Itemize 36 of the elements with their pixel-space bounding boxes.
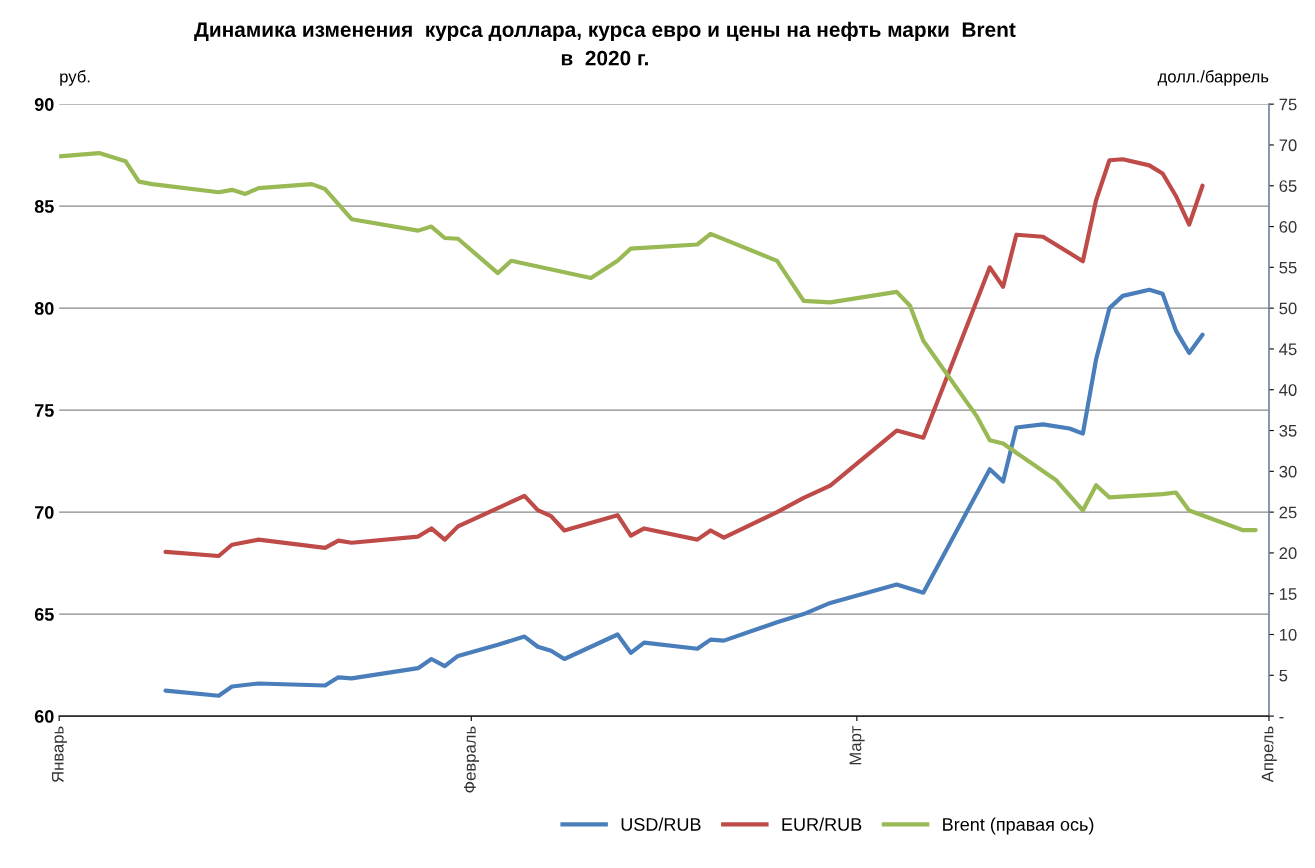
legend-label: Brent (правая ось) bbox=[943, 817, 1094, 835]
y2-tick-label: 10 bbox=[1279, 628, 1297, 641]
line-series bbox=[163, 157, 1205, 559]
y2-tick-label: 30 bbox=[1279, 465, 1297, 478]
y2-tick-label: - bbox=[1279, 717, 1284, 719]
y2-tick-label: 35 bbox=[1279, 424, 1297, 437]
chart-title: Динамика изменения курса доллара, курса евро и цены на нефть марки Brent в 2020 г. bbox=[194, 21, 1016, 66]
y-tick-label: 70 bbox=[35, 506, 54, 519]
y2-tick-label: 70 bbox=[1279, 139, 1297, 152]
line-series bbox=[59, 151, 1258, 533]
x-tick-label: Апрель bbox=[1261, 726, 1277, 783]
y-tick-label: 60 bbox=[34, 710, 54, 723]
y2-tick-label: 20 bbox=[1279, 547, 1297, 560]
y-axis-title: руб. bbox=[60, 70, 90, 86]
x-tick-label: Февраль bbox=[464, 726, 480, 793]
y2-axis-title: долл./баррель bbox=[1157, 70, 1269, 86]
y-tick-label: 80 bbox=[34, 302, 54, 315]
y2-tick-label: 65 bbox=[1279, 180, 1297, 192]
y2-tick-label: 5 bbox=[1279, 669, 1288, 682]
y2-tick-label: 55 bbox=[1279, 261, 1297, 274]
line-series bbox=[163, 287, 1205, 698]
y2-tick-label: 50 bbox=[1279, 302, 1297, 315]
legend-label: USD/RUB bbox=[621, 817, 701, 831]
legend-label: EUR/RUB bbox=[782, 817, 862, 831]
x-tick-label: Январь bbox=[52, 726, 67, 783]
y-tick-label: 75 bbox=[35, 404, 54, 417]
y2-tick-label: 75 bbox=[1279, 98, 1297, 111]
y2-tick-label: 45 bbox=[1279, 343, 1297, 356]
y2-tick-label: 60 bbox=[1279, 220, 1297, 233]
y-tick-label: 65 bbox=[34, 608, 54, 621]
y2-tick-label: 40 bbox=[1279, 384, 1297, 396]
y-tick-label: 85 bbox=[34, 200, 54, 213]
y2-tick-label: 15 bbox=[1279, 588, 1297, 600]
y2-tick-label: 25 bbox=[1279, 506, 1297, 519]
y-tick-label: 90 bbox=[34, 98, 54, 111]
x-tick-label: Март bbox=[849, 726, 865, 765]
